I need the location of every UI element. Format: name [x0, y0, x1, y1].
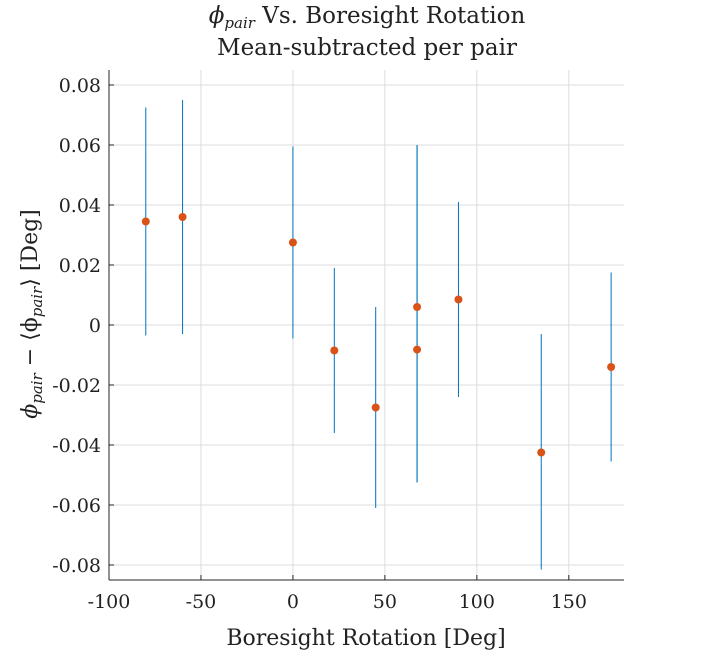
grid	[108, 70, 624, 580]
chart-subtitle: Mean-subtracted per pair	[217, 35, 517, 61]
y-tick-label: -0.08	[52, 555, 101, 577]
y-tick-label: 0.06	[59, 135, 101, 157]
data-point	[371, 403, 380, 412]
y-axis-label-subscript-2: pair	[28, 286, 46, 317]
chart-title: ϕpair Vs. Boresight Rotation	[209, 3, 526, 32]
data-point	[454, 295, 463, 304]
y-tick-label: 0	[89, 315, 101, 337]
data-point	[178, 213, 187, 221]
x-tick-label: -100	[88, 591, 131, 613]
data-point	[413, 303, 422, 311]
x-tick-label: 50	[373, 591, 397, 613]
y-axis-label-symbol: ϕ	[18, 404, 43, 419]
x-tick-label: 0	[287, 591, 299, 613]
data-point	[537, 448, 546, 457]
y-tick-label: -0.04	[52, 435, 101, 457]
y-tick-label: 0.04	[59, 195, 101, 217]
axes	[108, 70, 624, 581]
chart-title-subscript: pair	[224, 14, 255, 32]
x-tick-label: -50	[186, 591, 217, 613]
data-point	[141, 217, 150, 226]
y-tick-label: -0.02	[52, 375, 101, 397]
data-point	[288, 238, 297, 247]
y-tick-label: 0.02	[59, 255, 101, 277]
chart-title-symbol: ϕ	[209, 3, 225, 29]
y-tick-label: -0.06	[52, 495, 101, 517]
data-point	[330, 346, 339, 355]
data-point	[607, 363, 616, 371]
chart-title-text: Vs. Boresight Rotation	[255, 3, 526, 29]
x-tick-label: 100	[459, 591, 495, 613]
y-axis-label-subscript: pair	[28, 372, 46, 403]
data-series	[141, 100, 616, 570]
data-point	[413, 345, 422, 354]
y-axis-label-middle: − ⟨ϕ	[18, 317, 43, 373]
y-axis-label: ϕpair − ⟨ϕpair⟩ [Deg]	[18, 209, 46, 419]
x-axis-label: Boresight Rotation [Deg]	[226, 626, 505, 651]
x-tick-label: 150	[551, 591, 587, 613]
tick-labels: -100 -50 0 50 100 150 -0.08 -0.06 -0.04 -0.02 0 0.0…	[52, 75, 587, 613]
y-tick-label: 0.08	[59, 75, 101, 97]
y-axis-label-end: ⟩ [Deg]	[18, 209, 43, 286]
